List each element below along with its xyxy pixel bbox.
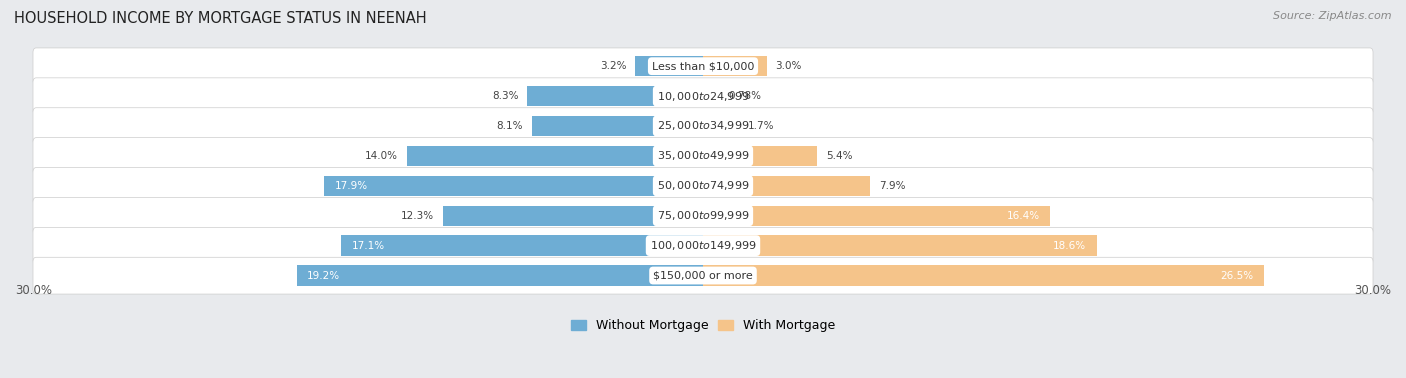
FancyBboxPatch shape (32, 228, 1374, 264)
Text: HOUSEHOLD INCOME BY MORTGAGE STATUS IN NEENAH: HOUSEHOLD INCOME BY MORTGAGE STATUS IN N… (14, 11, 426, 26)
Bar (443, 206, 703, 226)
Text: 17.9%: 17.9% (335, 181, 368, 191)
Text: 8.3%: 8.3% (492, 91, 519, 101)
Text: 30.0%: 30.0% (15, 284, 52, 297)
Bar (527, 86, 703, 106)
Bar (531, 116, 703, 136)
Text: 8.1%: 8.1% (496, 121, 523, 131)
Text: $150,000 or more: $150,000 or more (654, 271, 752, 280)
FancyBboxPatch shape (32, 48, 1374, 85)
Legend: Without Mortgage, With Mortgage: Without Mortgage, With Mortgage (565, 314, 841, 337)
Text: $75,000 to $99,999: $75,000 to $99,999 (657, 209, 749, 222)
Bar (703, 235, 1097, 256)
Bar (323, 176, 703, 196)
Text: 18.6%: 18.6% (1053, 241, 1087, 251)
Bar (406, 146, 703, 166)
Text: $50,000 to $74,999: $50,000 to $74,999 (657, 179, 749, 192)
Text: 14.0%: 14.0% (366, 151, 398, 161)
Text: 1.7%: 1.7% (748, 121, 773, 131)
Text: $100,000 to $149,999: $100,000 to $149,999 (650, 239, 756, 252)
Text: 17.1%: 17.1% (352, 241, 385, 251)
Bar (297, 265, 703, 286)
Bar (703, 116, 740, 136)
Bar (703, 206, 1050, 226)
FancyBboxPatch shape (32, 78, 1374, 115)
Text: Less than $10,000: Less than $10,000 (652, 61, 754, 71)
Bar (703, 176, 870, 196)
Bar (342, 235, 703, 256)
Text: $25,000 to $34,999: $25,000 to $34,999 (657, 119, 749, 133)
Bar (703, 56, 766, 76)
Text: Source: ZipAtlas.com: Source: ZipAtlas.com (1274, 11, 1392, 21)
Text: 12.3%: 12.3% (401, 211, 434, 221)
Text: 0.78%: 0.78% (728, 91, 761, 101)
Text: $35,000 to $49,999: $35,000 to $49,999 (657, 149, 749, 163)
Text: 16.4%: 16.4% (1007, 211, 1039, 221)
Text: 3.2%: 3.2% (600, 61, 627, 71)
FancyBboxPatch shape (32, 197, 1374, 234)
Text: 26.5%: 26.5% (1220, 271, 1253, 280)
Text: $10,000 to $24,999: $10,000 to $24,999 (657, 90, 749, 102)
Bar (636, 56, 703, 76)
Text: 7.9%: 7.9% (879, 181, 905, 191)
FancyBboxPatch shape (32, 167, 1374, 204)
Text: 30.0%: 30.0% (1354, 284, 1391, 297)
Text: 3.0%: 3.0% (775, 61, 801, 71)
Bar (703, 146, 817, 166)
FancyBboxPatch shape (32, 108, 1374, 144)
Text: 5.4%: 5.4% (825, 151, 852, 161)
Bar (703, 86, 720, 106)
Bar (703, 265, 1264, 286)
FancyBboxPatch shape (32, 257, 1374, 294)
FancyBboxPatch shape (32, 138, 1374, 174)
Text: 19.2%: 19.2% (307, 271, 340, 280)
